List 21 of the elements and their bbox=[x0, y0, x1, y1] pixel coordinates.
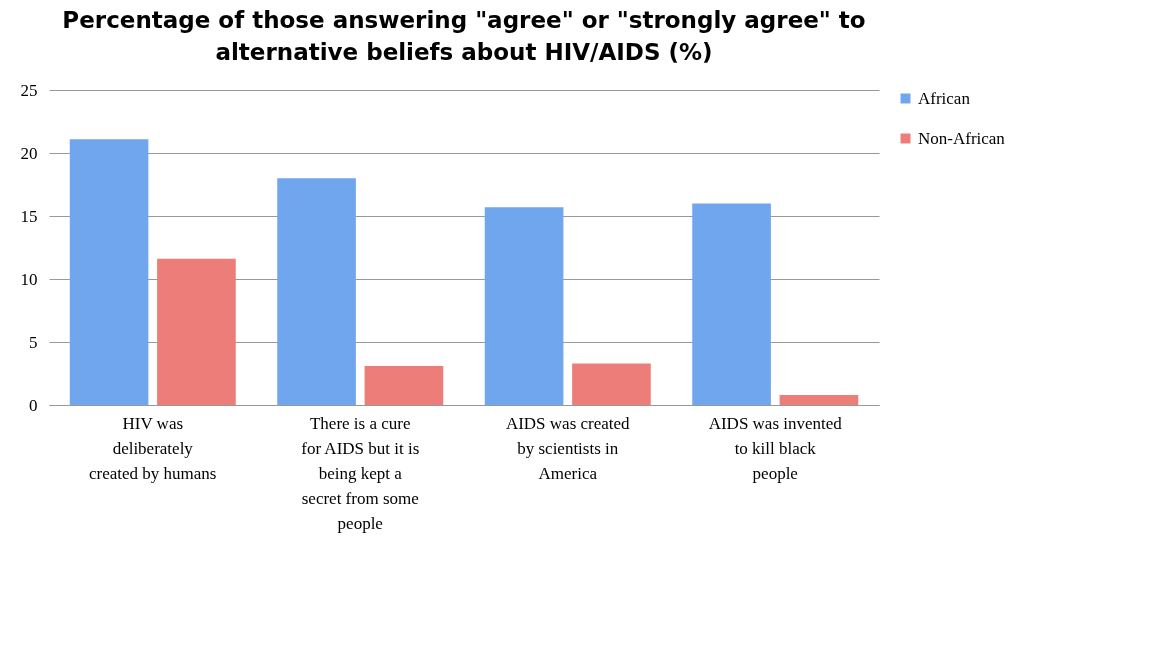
y-tick-label: 10 bbox=[20, 269, 38, 289]
bar bbox=[572, 363, 651, 405]
y-tick-label: 15 bbox=[20, 206, 38, 226]
legend-label: African bbox=[918, 88, 971, 108]
bar bbox=[692, 203, 771, 405]
x-tick-label: AIDS was invented to kill black people bbox=[708, 413, 843, 483]
bar bbox=[69, 139, 149, 405]
bar bbox=[157, 258, 236, 405]
chart-title: Percentage of those answering "agree" or "strongly agree" to alternative beliefs about HIV/AIDS (%) bbox=[62, 7, 866, 65]
y-tick-label: 25 bbox=[20, 80, 38, 100]
legend-label: Non-African bbox=[918, 128, 1006, 148]
x-tick-label: There is a cure for AIDS but it is being kept a secret from some people bbox=[301, 413, 420, 533]
bar bbox=[364, 365, 444, 405]
bar bbox=[484, 207, 564, 405]
y-tick-label: 5 bbox=[29, 332, 38, 352]
x-tick-label: AIDS was created by scientists in America bbox=[505, 413, 631, 483]
bar bbox=[277, 178, 356, 405]
x-tick-label: HIV was deliberately created by humans bbox=[89, 413, 217, 483]
bar bbox=[779, 394, 859, 405]
y-tick-label: 0 bbox=[29, 395, 38, 415]
y-tick-label: 20 bbox=[20, 143, 38, 163]
